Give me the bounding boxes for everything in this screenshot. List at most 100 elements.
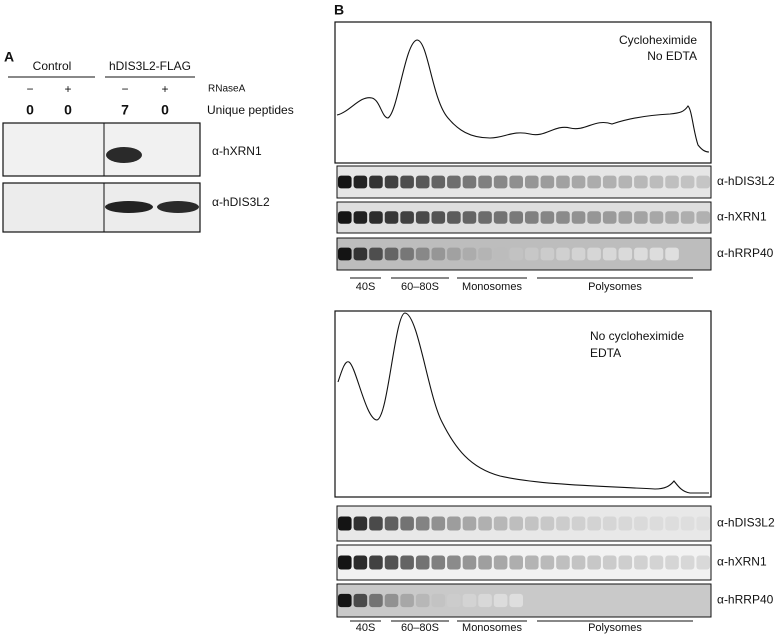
band	[571, 516, 586, 531]
fraction-label: Polysomes	[588, 281, 642, 293]
fraction-label: 60–80S	[401, 622, 439, 634]
band	[509, 555, 523, 570]
band	[493, 211, 508, 224]
band	[587, 175, 601, 189]
band	[400, 175, 414, 189]
band	[696, 175, 710, 189]
band	[493, 593, 508, 608]
band	[369, 211, 383, 224]
band	[338, 175, 352, 189]
band	[447, 516, 461, 531]
band	[634, 247, 648, 261]
band	[680, 555, 695, 570]
condition: No cycloheximide	[590, 329, 684, 343]
band	[540, 247, 555, 261]
band	[540, 555, 555, 570]
band	[634, 211, 648, 224]
band	[525, 555, 539, 570]
band	[400, 247, 414, 261]
band	[540, 175, 555, 189]
condition: Cycloheximide	[619, 33, 697, 47]
blot-label: α-hRRP40	[717, 593, 774, 607]
band	[415, 211, 430, 224]
band	[602, 175, 617, 189]
band	[415, 516, 430, 531]
band	[431, 593, 446, 608]
band	[587, 247, 601, 261]
band	[696, 516, 710, 531]
band	[493, 516, 508, 531]
band	[338, 247, 352, 261]
band	[556, 516, 570, 531]
band	[353, 175, 368, 189]
profile-curve	[337, 312, 709, 494]
band	[571, 247, 586, 261]
band	[618, 247, 633, 261]
group-label: Control	[33, 59, 72, 73]
band	[696, 211, 710, 224]
band	[587, 211, 601, 224]
band	[462, 211, 477, 224]
band	[649, 211, 664, 224]
band	[602, 247, 617, 261]
condition: No EDTA	[647, 49, 697, 63]
band	[400, 516, 414, 531]
band	[478, 593, 492, 608]
band	[384, 247, 399, 261]
band	[431, 555, 446, 570]
blot	[336, 505, 712, 542]
band	[634, 516, 648, 531]
band	[665, 175, 679, 189]
treatment: −	[121, 82, 128, 96]
band	[649, 516, 664, 531]
blot	[336, 201, 712, 234]
band	[369, 555, 383, 570]
band	[540, 516, 555, 531]
treatment: +	[64, 82, 71, 96]
band	[696, 555, 710, 570]
peptides-label: Unique peptides	[207, 103, 294, 117]
band	[400, 555, 414, 570]
band	[649, 247, 664, 261]
band	[353, 555, 368, 570]
panel-label: B	[334, 2, 344, 18]
profile-box	[334, 21, 712, 164]
peptide-count: 7	[121, 102, 129, 118]
blot-label: α-hXRN1	[717, 555, 767, 569]
band	[462, 175, 477, 189]
band	[431, 247, 446, 261]
fraction-label: 60–80S	[401, 281, 439, 293]
band	[587, 555, 601, 570]
band	[415, 555, 430, 570]
band	[525, 247, 539, 261]
band	[353, 211, 368, 224]
band	[509, 211, 523, 224]
band	[478, 555, 492, 570]
band	[369, 516, 383, 531]
band	[493, 555, 508, 570]
band	[369, 175, 383, 189]
band	[400, 211, 414, 224]
band	[618, 516, 633, 531]
band	[493, 247, 508, 261]
band	[447, 247, 461, 261]
band	[680, 175, 695, 189]
band	[680, 211, 695, 224]
band	[634, 175, 648, 189]
treatment: −	[26, 82, 33, 96]
band	[556, 555, 570, 570]
band	[556, 175, 570, 189]
band	[649, 555, 664, 570]
band	[665, 516, 679, 531]
band	[384, 211, 399, 224]
band	[587, 516, 601, 531]
band	[478, 516, 492, 531]
band	[525, 211, 539, 224]
fraction-label: 40S	[356, 281, 376, 293]
band	[384, 175, 399, 189]
band	[462, 593, 477, 608]
band	[462, 516, 477, 531]
band	[525, 516, 539, 531]
band	[680, 516, 695, 531]
